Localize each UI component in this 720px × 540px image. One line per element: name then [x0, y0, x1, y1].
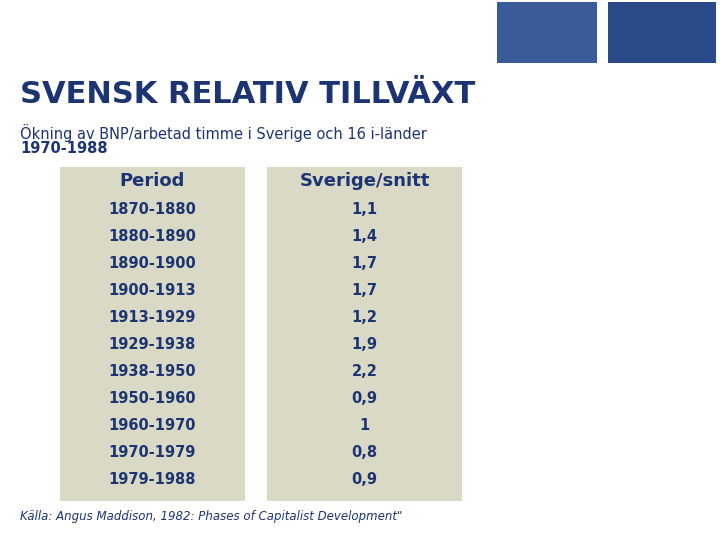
Text: 2,2: 2,2	[351, 364, 377, 379]
Text: Period: Period	[120, 172, 185, 190]
Text: 1970-1979: 1970-1979	[109, 445, 196, 460]
Text: 1,1: 1,1	[351, 202, 377, 217]
Bar	[608, 2, 716, 63]
Text: 1880-1890: 1880-1890	[109, 229, 197, 244]
Text: 23: 23	[18, 510, 49, 530]
Text: S|E|B: S|E|B	[18, 18, 98, 47]
Text: 1979-1988: 1979-1988	[109, 472, 197, 487]
Text: 1913-1929: 1913-1929	[109, 310, 196, 325]
Text: Sverige/snitt: Sverige/snitt	[300, 172, 430, 190]
Text: 1938-1950: 1938-1950	[109, 364, 197, 379]
Text: SVENSK RELATIV TILLVÄXT: SVENSK RELATIV TILLVÄXT	[20, 80, 475, 109]
Text: 1,2: 1,2	[351, 310, 377, 325]
Text: 1900-1913: 1900-1913	[109, 283, 197, 298]
Text: 1870-1880: 1870-1880	[109, 202, 197, 217]
Text: 0,8: 0,8	[351, 445, 377, 460]
Text: 1: 1	[359, 418, 369, 433]
Text: 1,9: 1,9	[351, 337, 377, 352]
Bar	[497, 2, 597, 63]
Text: 1,7: 1,7	[351, 283, 377, 298]
Text: 1,7: 1,7	[351, 256, 377, 271]
Text: 1890-1900: 1890-1900	[109, 256, 197, 271]
Text: 1970-1988: 1970-1988	[20, 141, 107, 156]
Text: 1950-1960: 1950-1960	[109, 391, 197, 406]
Text: 1,4: 1,4	[351, 229, 377, 244]
Bar	[267, 167, 462, 504]
Text: 0,9: 0,9	[351, 391, 377, 406]
Text: 0,9: 0,9	[351, 472, 377, 487]
Text: 1960-1970: 1960-1970	[109, 418, 197, 433]
Text: 1929-1938: 1929-1938	[109, 337, 196, 352]
Text: Källa: Angus Maddison, 1982: Phases of Capitalist Development": Källa: Angus Maddison, 1982: Phases of C…	[20, 510, 402, 523]
Text: Ökning av BNP/arbetad timme i Sverige och 16 i-länder: Ökning av BNP/arbetad timme i Sverige oc…	[20, 124, 427, 142]
Bar	[60, 167, 245, 504]
